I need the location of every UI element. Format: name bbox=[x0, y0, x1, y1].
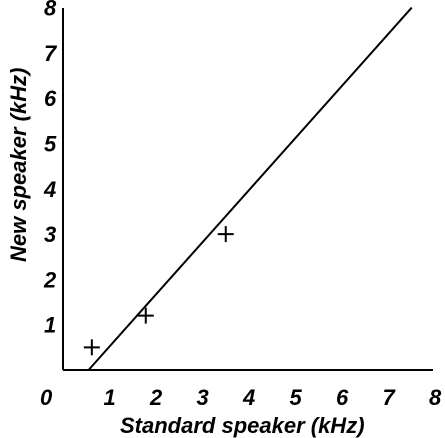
x-tick-label-8: 8 bbox=[429, 385, 442, 410]
fit-line bbox=[87, 6, 413, 371]
x-tick-labels: 0 1 2 3 4 5 6 7 8 bbox=[40, 385, 442, 410]
x-tick-label-3: 3 bbox=[197, 385, 209, 410]
data-markers bbox=[83, 226, 234, 356]
x-tick-label-1: 1 bbox=[104, 385, 116, 410]
x-tick-label-2: 2 bbox=[149, 385, 163, 410]
axes bbox=[62, 8, 433, 371]
data-point-2 bbox=[217, 226, 234, 243]
y-tick-label-8: 8 bbox=[44, 0, 57, 21]
x-tick-label-7: 7 bbox=[383, 385, 397, 410]
x-tick-label-4: 4 bbox=[242, 385, 255, 410]
y-tick-label-1: 1 bbox=[44, 313, 56, 338]
y-tick-label-6: 6 bbox=[44, 86, 57, 111]
data-point-0 bbox=[83, 339, 100, 356]
y-tick-labels: 1 2 3 4 5 6 7 8 bbox=[43, 0, 58, 338]
x-tick-label-6: 6 bbox=[336, 385, 349, 410]
data-point-1 bbox=[137, 307, 154, 324]
x-axis-label: Standard speaker (kHz) bbox=[120, 413, 365, 438]
y-tick-label-4: 4 bbox=[43, 177, 56, 202]
x-tick-label-0: 0 bbox=[40, 385, 53, 410]
y-tick-label-2: 2 bbox=[43, 267, 57, 292]
y-tick-label-7: 7 bbox=[44, 41, 58, 66]
y-axis-label: New speaker (kHz) bbox=[6, 68, 31, 262]
x-tick-label-5: 5 bbox=[290, 385, 303, 410]
y-tick-label-3: 3 bbox=[44, 222, 56, 247]
y-tick-label-5: 5 bbox=[44, 132, 57, 157]
